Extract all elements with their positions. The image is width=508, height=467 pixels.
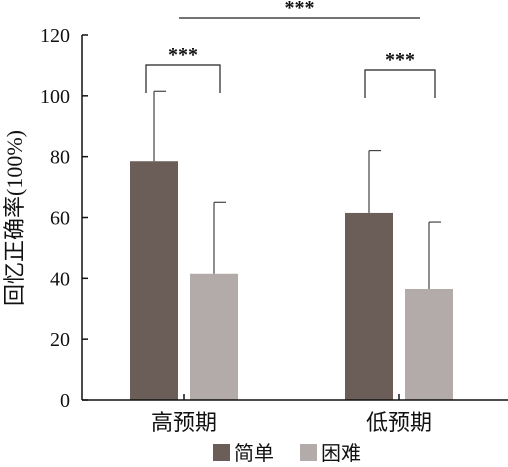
- x-tick-label: 低预期: [366, 410, 432, 435]
- y-tick-label: 40: [50, 268, 70, 290]
- y-tick-label: 100: [40, 86, 70, 108]
- significance-label: ***: [385, 49, 415, 71]
- significance-bracket: [364, 69, 436, 98]
- y-tick-label: 80: [50, 147, 70, 169]
- legend-label: 简单: [234, 442, 274, 465]
- legend-swatch: [300, 444, 317, 461]
- bar: [345, 212, 393, 400]
- error-bars-layer: [153, 90, 441, 289]
- legend-swatch: [213, 444, 230, 461]
- y-tick-label: 60: [50, 208, 70, 230]
- bars-layer: [130, 161, 453, 400]
- y-axis-label: 回忆正确率(100%): [2, 130, 27, 306]
- y-tick-label: 20: [50, 329, 70, 351]
- y-tick-label: 120: [40, 25, 70, 47]
- significance-bracket: [145, 64, 221, 93]
- bar: [405, 288, 453, 400]
- x-tick-label: 高预期: [151, 410, 217, 435]
- y-ticks-layer: 0 20 40 60 80 100 120: [40, 25, 88, 412]
- significance-layer: *** *** ***: [145, 0, 436, 98]
- legend: 简单 困难: [213, 442, 361, 465]
- y-tick-label: 0: [60, 390, 70, 412]
- significance-label: ***: [285, 0, 315, 19]
- x-labels-layer: 高预期 低预期: [151, 394, 432, 435]
- bar: [130, 161, 178, 400]
- significance-label: ***: [168, 44, 198, 66]
- bar: [190, 273, 238, 400]
- legend-label: 困难: [321, 442, 361, 465]
